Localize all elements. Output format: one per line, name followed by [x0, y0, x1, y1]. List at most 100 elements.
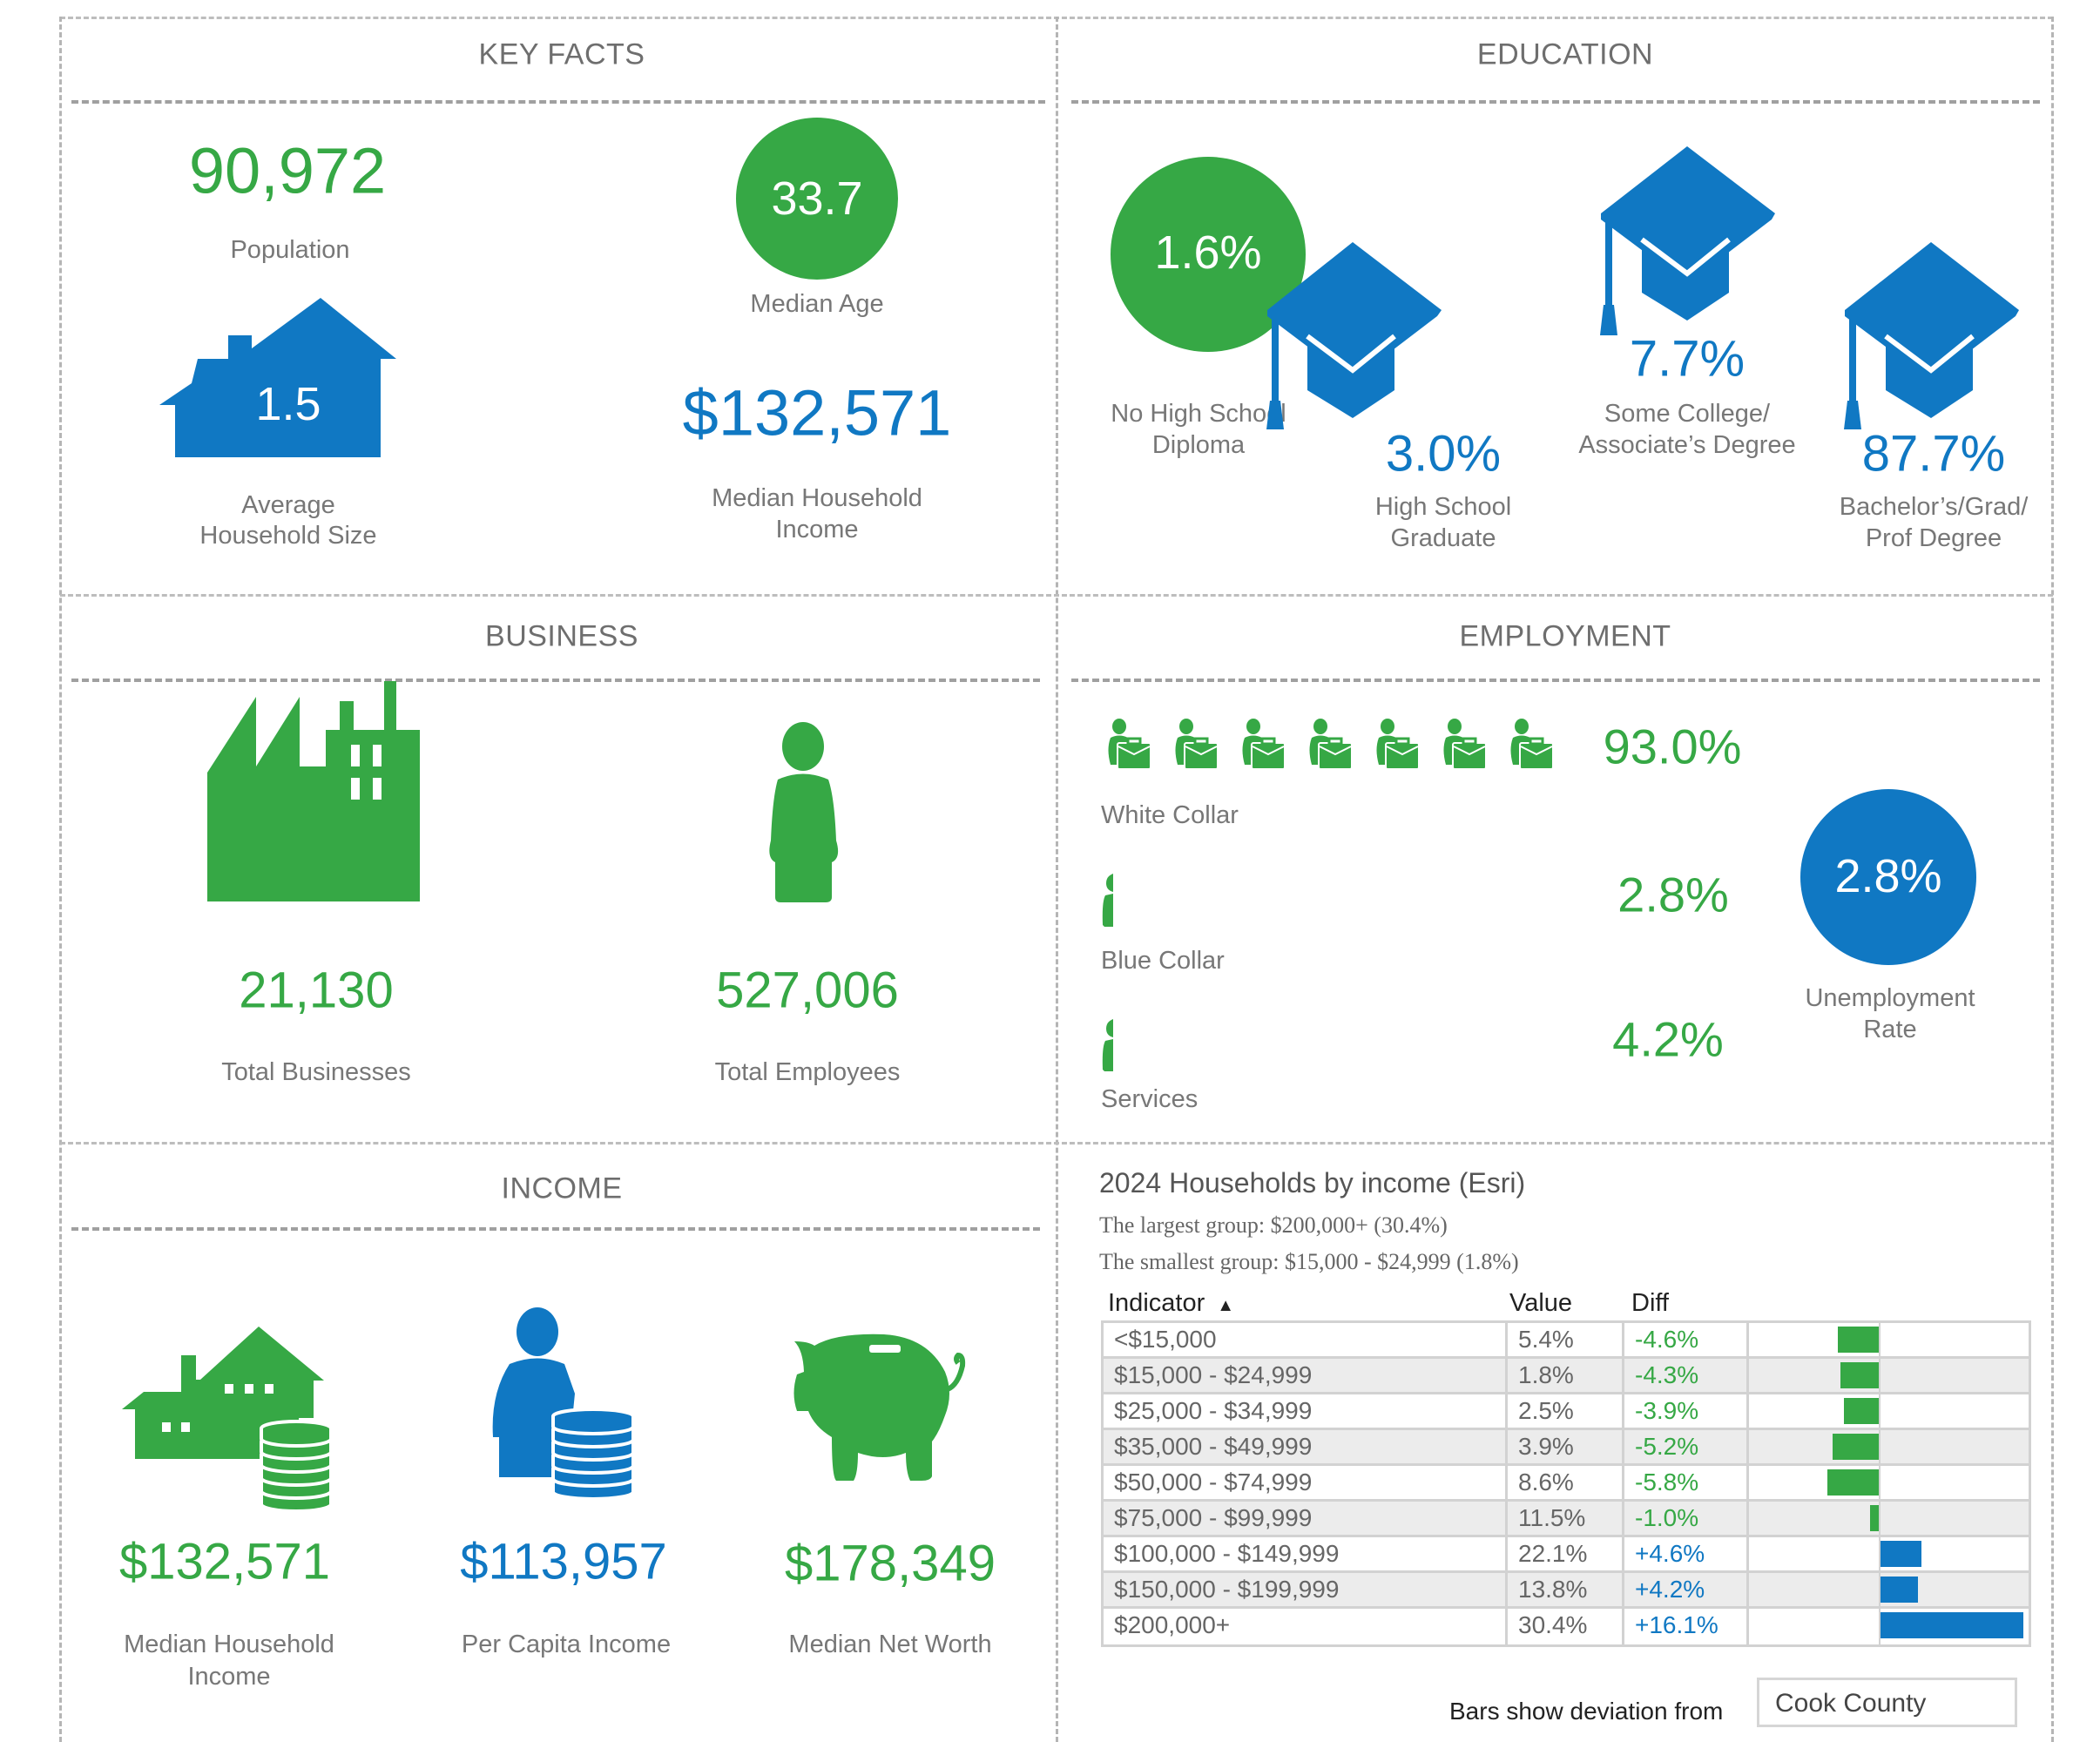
comparison-area-select[interactable]: Cook County	[1757, 1678, 2017, 1727]
zero-line	[1879, 1323, 1881, 1356]
zero-line	[1879, 1394, 1881, 1428]
deviation-bar	[1827, 1469, 1879, 1496]
cell-value: 5.4%	[1508, 1323, 1624, 1356]
deviation-bar	[1881, 1577, 1918, 1603]
high-school-graduate-label-1: High School	[1374, 493, 1512, 521]
cell-diff: -1.0%	[1624, 1502, 1749, 1535]
zero-line	[1879, 1537, 1881, 1570]
median-age-circle	[736, 118, 898, 280]
median-net-worth-label: Median Net Worth	[788, 1631, 992, 1658]
hbi-largest: The largest group: $200,000+ (30.4%)	[1099, 1212, 1448, 1238]
total-businesses-label: Total Businesses	[221, 1058, 411, 1086]
unemployment-circle	[1800, 789, 1976, 965]
hbi-title: 2024 Households by income (Esri)	[1099, 1167, 1526, 1198]
cell-diff: -4.3%	[1624, 1359, 1749, 1392]
unemployment-rate-label-2: Rate	[1863, 1016, 1917, 1043]
cell-diff: -5.8%	[1624, 1466, 1749, 1499]
employment-underline	[1071, 679, 2040, 682]
cell-value: 30.4%	[1508, 1609, 1624, 1644]
coin	[551, 1447, 635, 1475]
center-divider	[1056, 17, 1058, 1742]
total-businesses-value: 21,130	[239, 962, 394, 1019]
cell-value: 11.5%	[1508, 1502, 1624, 1535]
coin	[551, 1408, 635, 1435]
blue-collar-label: Blue Collar	[1101, 947, 1225, 975]
cell-bar	[1749, 1502, 2029, 1535]
zero-line	[1879, 1466, 1881, 1499]
section-title: EDUCATION	[1476, 37, 1654, 71]
cell-indicator: $200,000+	[1104, 1609, 1508, 1644]
services-value: 4.2%	[1612, 1011, 1724, 1067]
table-row[interactable]: $25,000 - $34,999 2.5% -3.9%	[1104, 1394, 2029, 1430]
median-household-income-value: $132,571	[682, 376, 952, 449]
coin	[260, 1459, 333, 1487]
worker-briefcase-icon	[1175, 719, 1219, 770]
cell-diff: +4.6%	[1624, 1537, 1749, 1570]
outer-left-border	[59, 17, 62, 1742]
table-row[interactable]: $75,000 - $99,999 11.5% -1.0%	[1104, 1502, 2029, 1537]
cell-indicator: $25,000 - $34,999	[1104, 1394, 1508, 1428]
table-row[interactable]: <$15,000 5.4% -4.6%	[1104, 1323, 2029, 1359]
population-label: Population	[230, 236, 350, 264]
table-row[interactable]: $35,000 - $49,999 3.9% -5.2%	[1104, 1430, 2029, 1466]
per-capita-income-value: $113,957	[460, 1533, 667, 1590]
worker-briefcase-icon	[1376, 719, 1420, 770]
key-facts-underline	[71, 100, 1045, 104]
income-underline	[71, 1227, 1040, 1231]
table-row[interactable]: $15,000 - $24,999 1.8% -4.3%	[1104, 1359, 2029, 1394]
deviation-bar	[1869, 1505, 1879, 1531]
cell-value: 22.1%	[1508, 1537, 1624, 1570]
bars-deviation-label: Bars show deviation from	[1449, 1698, 1724, 1725]
coin	[260, 1485, 333, 1513]
section-title: BUSINESS	[485, 619, 638, 653]
cell-indicator: $35,000 - $49,999	[1104, 1430, 1508, 1463]
coin	[260, 1420, 333, 1448]
median-household-income-label-1: Median Household	[712, 484, 922, 512]
column-header-diff[interactable]: Diff	[1631, 1289, 1669, 1317]
zero-line	[1879, 1430, 1881, 1463]
table-row[interactable]: $150,000 - $199,999 13.8% +4.2%	[1104, 1573, 2029, 1609]
deviation-bar	[1844, 1398, 1879, 1424]
no-high-school-label-1: No High School	[1111, 400, 1286, 428]
row-divider-2	[60, 1142, 2053, 1144]
zero-line	[1879, 1573, 1881, 1606]
cell-indicator: $150,000 - $199,999	[1104, 1573, 1508, 1606]
zero-line	[1879, 1359, 1881, 1392]
high-school-graduate-value: 3.0%	[1385, 425, 1502, 483]
coin	[260, 1472, 333, 1500]
cell-bar	[1749, 1394, 2029, 1428]
cell-bar	[1749, 1323, 2029, 1356]
coin	[551, 1460, 635, 1488]
column-header-indicator[interactable]: Indicator ▲	[1108, 1289, 1234, 1318]
no-high-school-value: 1.6%	[1154, 226, 1262, 279]
unemployment-rate-value: 2.8%	[1834, 850, 1942, 902]
worker-briefcase-icon	[1309, 719, 1353, 770]
some-college-label-2: Associate’s Degree	[1578, 431, 1796, 459]
sort-ascending-icon: ▲	[1217, 1296, 1235, 1315]
table-row[interactable]: $200,000+ 30.4% +16.1%	[1104, 1609, 2029, 1644]
services-label: Services	[1101, 1085, 1199, 1113]
table-row[interactable]: $100,000 - $149,999 22.1% +4.6%	[1104, 1537, 2029, 1573]
cell-indicator: $15,000 - $24,999	[1104, 1359, 1508, 1392]
cell-bar	[1749, 1537, 2029, 1570]
cell-bar	[1749, 1573, 2029, 1606]
per-capita-income-label: Per Capita Income	[461, 1631, 672, 1658]
hbi-smallest: The smallest group: $15,000 - $24,999 (1…	[1099, 1249, 1519, 1274]
total-employees-label: Total Employees	[714, 1058, 901, 1086]
population-value: 90,972	[188, 134, 387, 207]
section-title: EMPLOYMENT	[1459, 619, 1671, 653]
blue-collar-value: 2.8%	[1617, 867, 1729, 922]
deviation-bar	[1881, 1541, 1921, 1567]
column-header-value[interactable]: Value	[1509, 1289, 1573, 1317]
deviation-bar	[1832, 1434, 1879, 1460]
deviation-bar	[1838, 1327, 1879, 1353]
education-underline	[1071, 100, 2040, 104]
indicator-header-label: Indicator	[1108, 1289, 1205, 1317]
income-median-household-label-1: Median Household	[124, 1631, 334, 1658]
table-row[interactable]: $50,000 - $74,999 8.6% -5.8%	[1104, 1466, 2029, 1502]
comparison-area-value: Cook County	[1775, 1689, 1927, 1718]
section-title: KEY FACTS	[478, 37, 645, 71]
cell-bar	[1749, 1466, 2029, 1499]
avg-household-size-label-1: Average	[241, 491, 335, 519]
cell-indicator: $100,000 - $149,999	[1104, 1537, 1508, 1570]
